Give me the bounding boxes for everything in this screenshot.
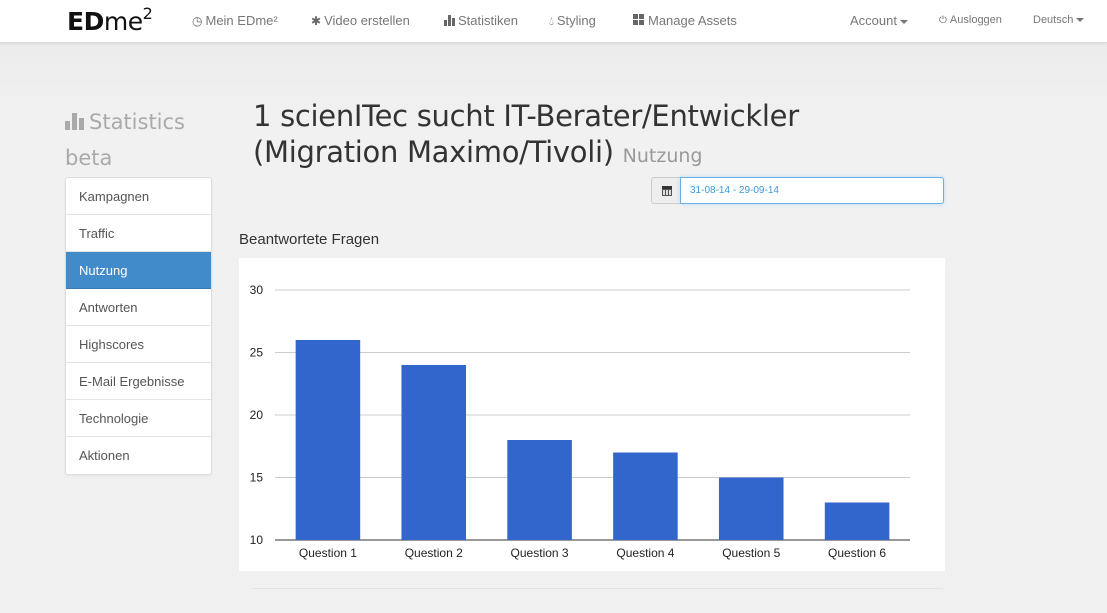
nav-styling-label: Styling: [556, 13, 596, 28]
chart-heading: Beantwortete Fragen: [239, 231, 380, 248]
nav-manage-assets[interactable]: Manage Assets: [633, 13, 737, 28]
nav-video-erstellen[interactable]: ✱ Video erstellen: [311, 13, 410, 28]
x-tick-label: Question 1: [299, 546, 357, 560]
y-tick-label: 30: [250, 283, 264, 297]
sidebar-nav: Kampagnen Traffic Nutzung Antworten High…: [65, 177, 212, 475]
y-tick-label: 20: [250, 408, 264, 422]
nav-mein-edme[interactable]: ◷ Mein EDme²: [192, 13, 278, 28]
language-label: Deutsch: [1033, 14, 1074, 26]
sidebar-title-beta: beta: [65, 146, 113, 170]
nav-statistiken[interactable]: Statistiken: [444, 13, 518, 28]
sidebar-title-text: Statistics: [89, 110, 185, 134]
brand-logo[interactable]: EDme2: [67, 4, 153, 36]
calendar-icon: [662, 186, 672, 196]
sidebar-item-email-ergebnisse[interactable]: E-Mail Ergebnisse: [66, 363, 211, 400]
logout-link[interactable]: ⏻ Ausloggen: [939, 14, 1002, 26]
page-title-line2: (Migration Maximo/Tivoli): [253, 135, 614, 169]
power-icon: ⏻: [939, 15, 947, 26]
bar-chart: 10 15 20 25 30 Question 1 Question 2 Question 3…: [250, 283, 910, 560]
divider: [253, 588, 943, 589]
bar: [613, 452, 678, 540]
grid-icon: [633, 14, 645, 26]
nav-video-erstellen-label: Video erstellen: [324, 13, 410, 28]
chevron-down-icon: [899, 19, 908, 24]
clock-icon: ◷: [192, 14, 203, 28]
x-tick-label: Question 2: [405, 546, 463, 560]
brand-me: me: [103, 7, 143, 36]
nav-statistiken-label: Statistiken: [458, 13, 518, 28]
y-tick-label: 25: [250, 346, 264, 360]
sidebar-item-nutzung[interactable]: Nutzung: [66, 252, 211, 289]
brand-sup: 2: [142, 4, 153, 23]
bar-chart-icon: [65, 113, 85, 130]
page-subtitle: Nutzung: [622, 145, 703, 167]
bar: [401, 365, 467, 540]
bar: [824, 502, 890, 540]
bar: [718, 477, 784, 540]
sidebar-item-kampagnen[interactable]: Kampagnen: [66, 178, 211, 215]
drop-icon: 💧︎: [549, 14, 554, 28]
chevron-down-icon: [1076, 18, 1085, 23]
account-dropdown[interactable]: Account: [850, 13, 908, 28]
sidebar-title: Statistics beta: [65, 104, 225, 176]
bar-chart-icon: [444, 15, 455, 26]
x-tick-label: Question 6: [828, 546, 886, 560]
nav-manage-assets-label: Manage Assets: [648, 13, 737, 28]
asterisk-icon: ✱: [311, 14, 322, 28]
sidebar-item-traffic[interactable]: Traffic: [66, 215, 211, 252]
date-range-input[interactable]: [680, 177, 944, 204]
top-navbar: EDme2 ◷ Mein EDme² ✱ Video erstellen Stati…: [0, 0, 1107, 43]
nav-mein-edme-label: Mein EDme²: [205, 13, 278, 28]
sidebar-item-highscores[interactable]: Highscores: [66, 326, 211, 363]
x-tick-label: Question 3: [511, 546, 569, 560]
calendar-button[interactable]: [651, 177, 681, 204]
page-title: 1 scienITec sucht IT-Berater/Entwickler …: [253, 98, 953, 174]
x-tick-label: Question 4: [616, 546, 674, 560]
bar: [295, 340, 361, 540]
logout-label: Ausloggen: [949, 14, 1002, 26]
brand-ed: ED: [67, 7, 104, 36]
y-tick-label: 15: [250, 471, 264, 485]
nav-styling[interactable]: 💧︎ Styling: [549, 13, 596, 29]
sidebar-item-aktionen[interactable]: Aktionen: [79, 448, 130, 463]
page-title-line1: 1 scienITec sucht IT-Berater/Entwickler: [253, 99, 799, 133]
y-tick-label: 10: [250, 533, 264, 547]
bar: [507, 440, 572, 540]
date-range-picker: [651, 177, 944, 204]
language-dropdown[interactable]: Deutsch: [1033, 14, 1085, 26]
x-tick-label: Question 5: [722, 546, 780, 560]
sidebar-item-antworten[interactable]: Antworten: [66, 289, 211, 326]
account-label: Account: [850, 13, 897, 28]
chart-panel: 10 15 20 25 30 Question 1 Question 2 Question 3…: [239, 258, 945, 571]
sidebar-item-technologie[interactable]: Technologie: [66, 400, 211, 437]
